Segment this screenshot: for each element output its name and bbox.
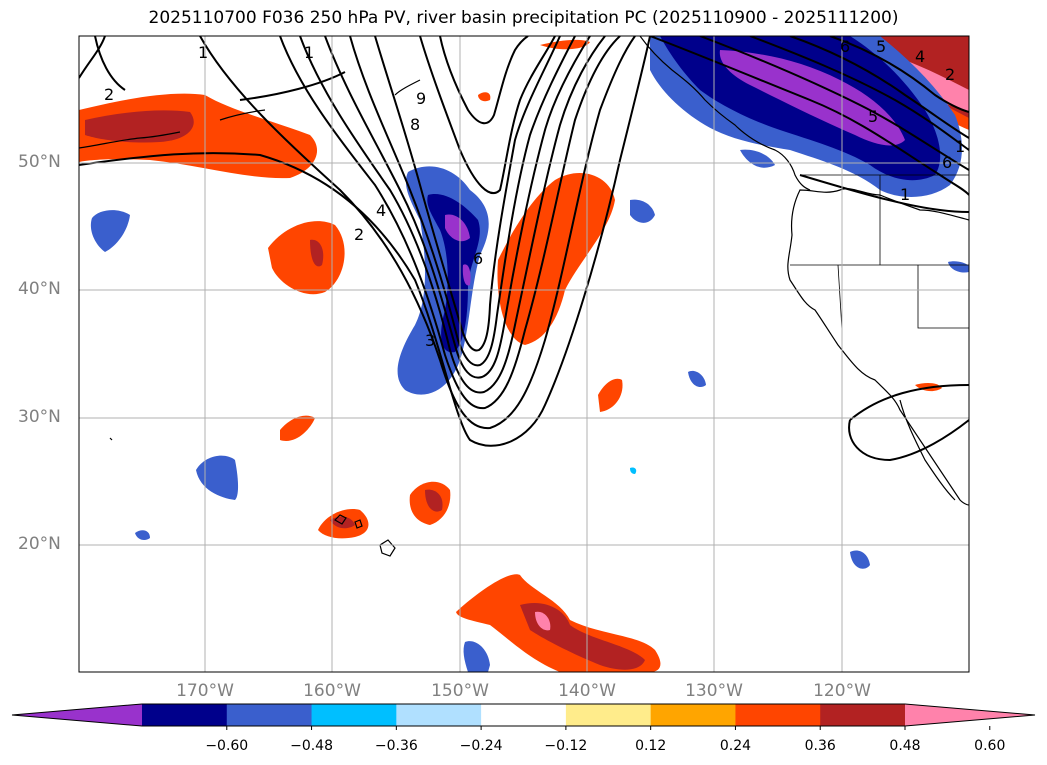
lon-tick-label: 160°W: [303, 681, 361, 701]
map-area: 1 2 4 6 8 9 1 2 3 5 6 6 5 4 2 1 1: [79, 36, 969, 672]
lat-tick-label: 20°N: [18, 534, 61, 554]
pv-contours: [79, 36, 969, 462]
gridlines: [79, 36, 969, 672]
colorbar: [11, 703, 1036, 730]
colorbar-swatch: [481, 704, 567, 726]
lon-tick-label: 150°W: [431, 681, 489, 701]
lon-tick-label: 130°W: [685, 681, 743, 701]
colorbar-extend-low: [12, 704, 142, 726]
contour-label: 5: [868, 107, 878, 126]
contour-label: 9: [416, 89, 426, 108]
contour-label: 4: [915, 47, 925, 66]
lat-tick-label: 30°N: [18, 407, 61, 427]
islands: [109, 437, 396, 557]
colorbar-tick-label: 0.24: [719, 738, 752, 754]
colorbar-tick-label: 0.60: [974, 738, 1006, 754]
map-frame: [78, 35, 970, 673]
colorbar-outline: [11, 703, 1036, 727]
coastlines: [79, 36, 969, 506]
boundaries: [790, 174, 969, 331]
colorbar-extend-high: [905, 704, 1035, 726]
contour-label: 1: [900, 185, 910, 204]
colorbar-tick-label: 0.12: [635, 738, 667, 754]
contour-label: 6: [942, 153, 952, 172]
colorbar-tick-label: −0.48: [290, 738, 333, 754]
colorbar-tick-label: −0.24: [459, 738, 503, 754]
colorbar-swatch: [142, 704, 228, 726]
contour-label: 2: [945, 65, 955, 84]
contour-label: 5: [876, 37, 886, 56]
colorbar-tick-label: 0.36: [804, 738, 836, 754]
contour-label: 4: [376, 201, 386, 220]
contour-label: 2: [104, 85, 114, 104]
map-title: 2025110700 F036 250 hPa PV, river basin …: [148, 8, 899, 28]
colorbar-swatch: [565, 704, 652, 726]
contour-labels: 1 2 4 6 8 9 1 2 3 5 6 6 5 4 2 1 1: [104, 37, 965, 350]
colorbar-swatch: [396, 704, 482, 726]
lon-tick-label: 140°W: [558, 681, 616, 701]
colorbar-swatch: [820, 704, 906, 726]
lon-tick-label: 120°W: [813, 681, 871, 701]
contour-label: 2: [354, 225, 364, 244]
contour-label: 3: [425, 331, 435, 350]
colorbar-tick-label: −0.12: [544, 738, 588, 754]
colorbar-swatch: [650, 704, 736, 726]
lat-tick-label: 50°N: [18, 152, 61, 172]
colorbar-tick-label: −0.60: [205, 738, 249, 754]
precip-negative-shading: [90, 36, 969, 672]
lat-tick-label: 40°N: [18, 279, 61, 299]
contour-label: 1: [955, 137, 965, 156]
lon-tick-label: 170°W: [176, 681, 234, 701]
contour-label: 1: [198, 43, 208, 62]
colorbar-swatch: [735, 704, 821, 726]
colorbar-swatch: [311, 704, 397, 726]
colorbar-tick-label: −0.36: [374, 738, 418, 754]
contour-label: 1: [304, 43, 314, 62]
contour-label: 8: [410, 115, 420, 134]
colorbar-tick-label: 0.48: [889, 738, 921, 754]
contour-label: 6: [840, 37, 850, 56]
colorbar-swatch: [226, 704, 313, 726]
contour-label: 6: [473, 249, 483, 268]
